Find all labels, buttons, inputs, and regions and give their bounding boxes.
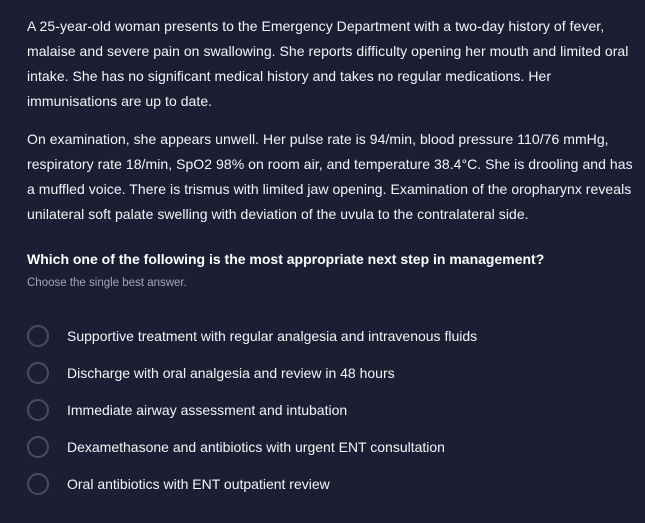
question-prompt: Which one of the following is the most a… [27,251,545,267]
radio-button[interactable] [27,361,49,384]
answer-option-label: Oral antibiotics with ENT outpatient rev… [67,475,330,492]
radio-button[interactable] [27,324,49,347]
answer-option[interactable]: Dexamethasone and antibiotics with urgen… [27,428,627,465]
answer-options: Supportive treatment with regular analge… [27,317,627,502]
radio-button[interactable] [27,435,49,458]
answer-option-label: Dexamethasone and antibiotics with urgen… [67,438,445,455]
answer-option[interactable]: Oral antibiotics with ENT outpatient rev… [27,465,627,502]
answer-option[interactable]: Discharge with oral analgesia and review… [27,354,627,391]
answer-option-label: Supportive treatment with regular analge… [67,327,478,344]
answer-instructions: Choose the single best answer. [27,277,187,289]
stem-paragraph-1: A 25-year-old woman presents to the Emer… [27,18,629,109]
answer-option[interactable]: Supportive treatment with regular analge… [27,317,627,354]
answer-option[interactable]: Immediate airway assessment and intubati… [27,391,627,428]
radio-button[interactable] [27,398,49,421]
stem-paragraph-2: On examination, she appears unwell. Her … [27,131,633,222]
answer-option-label: Discharge with oral analgesia and review… [67,364,395,381]
radio-button[interactable] [27,472,49,495]
answer-option-label: Immediate airway assessment and intubati… [67,401,348,418]
